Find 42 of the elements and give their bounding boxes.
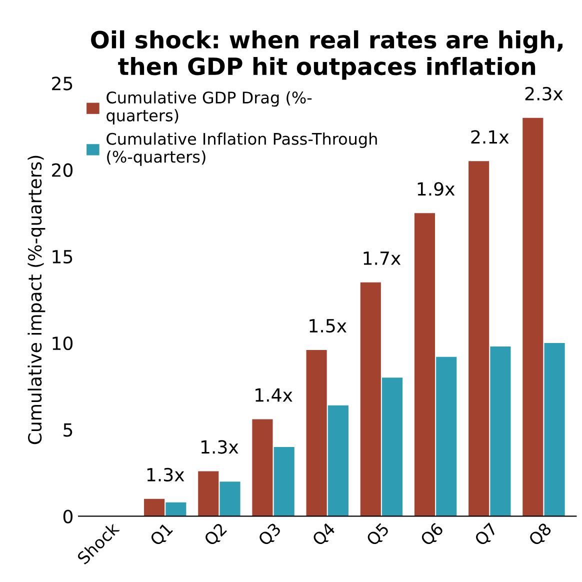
x-tick-label: Q5 [366, 522, 391, 548]
bar [414, 213, 436, 516]
annotation: 1.7x [364, 252, 401, 265]
bar [436, 356, 457, 516]
bar [382, 378, 403, 516]
bar [328, 405, 348, 516]
y-axis-title: Cumulative impact (%-quarters) [28, 156, 46, 444]
x-tick-label: Q3 [257, 522, 283, 548]
x-tick-label: Q1 [149, 522, 174, 548]
bar [274, 446, 294, 516]
annotation: 2.3x [525, 86, 563, 100]
annotation: 1.3x [147, 468, 184, 482]
bar [490, 346, 511, 516]
y-tick-label: 10 [52, 336, 73, 350]
x-tick-label: Q8 [528, 522, 554, 548]
annotation: 2.1x [471, 130, 509, 144]
y-tick-label: 15 [52, 250, 72, 264]
bar [252, 419, 273, 516]
chart-title: Oil shock: when real rates are high, then GDP hit outpaces inflation [91, 30, 562, 80]
annotation: 1.9x [418, 182, 455, 196]
bar [144, 498, 165, 516]
y-tick-label: 25 [52, 76, 72, 90]
legend-label: Cumulative Inflation Pass-Through (%-quarters) [106, 132, 377, 166]
bar [522, 118, 544, 516]
bar [544, 343, 565, 516]
y-tick-label: 0 [63, 510, 73, 524]
bar [306, 350, 327, 516]
bar [198, 471, 219, 516]
x-tick-label: Q7 [474, 522, 500, 548]
annotation: 1.4x [256, 388, 292, 402]
annotation: 1.5x [310, 319, 346, 333]
legend-label: Cumulative GDP Drag (%- quarters) [106, 91, 312, 125]
x-tick-label: Q6 [420, 522, 446, 548]
annotation: 1.3x [201, 440, 238, 454]
bar [220, 482, 240, 516]
y-tick-label: 5 [64, 423, 72, 437]
bar [166, 502, 186, 516]
x-tick-label: Q4 [311, 522, 338, 548]
x-tick-label: Q2 [203, 522, 228, 548]
bar [468, 161, 490, 516]
y-tick-label: 20 [52, 163, 73, 177]
bar [360, 282, 381, 516]
